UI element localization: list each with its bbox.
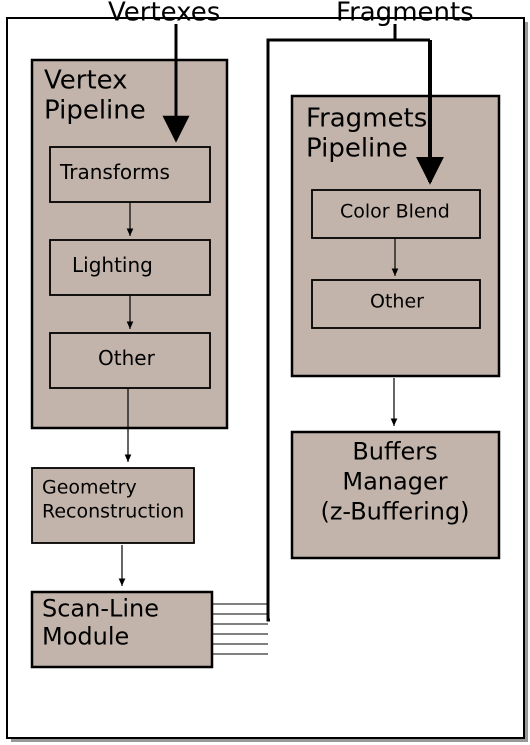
vertex-pipeline-title: Vertex	[44, 65, 128, 95]
buffers-title: (z-Buffering)	[320, 498, 469, 526]
label-vertexes: Vertexes	[108, 0, 220, 27]
vertex-stage-label: Other	[98, 346, 156, 370]
diagram-canvas: VertexesFragmentsVertexPipelineTransform…	[0, 0, 530, 745]
geometry-title: Geometry	[42, 477, 137, 499]
fragments-pipeline-title: Fragmets	[306, 103, 427, 133]
vertex-pipeline-title: Pipeline	[44, 95, 146, 125]
buffers-title: Buffers	[352, 438, 437, 466]
scanline-title: Module	[42, 623, 129, 651]
label-fragments: Fragments	[336, 0, 474, 27]
buffers-title: Manager	[342, 468, 447, 496]
geometry-title: Reconstruction	[42, 501, 184, 523]
scanline-title: Scan-Line	[42, 595, 159, 623]
fragments-stage-label: Other	[370, 291, 424, 313]
vertex-stage-label: Transforms	[59, 160, 170, 184]
fragments-stage-label: Color Blend	[340, 201, 450, 223]
fragments-pipeline-title: Pipeline	[306, 133, 408, 163]
vertex-stage-label: Lighting	[72, 253, 153, 277]
